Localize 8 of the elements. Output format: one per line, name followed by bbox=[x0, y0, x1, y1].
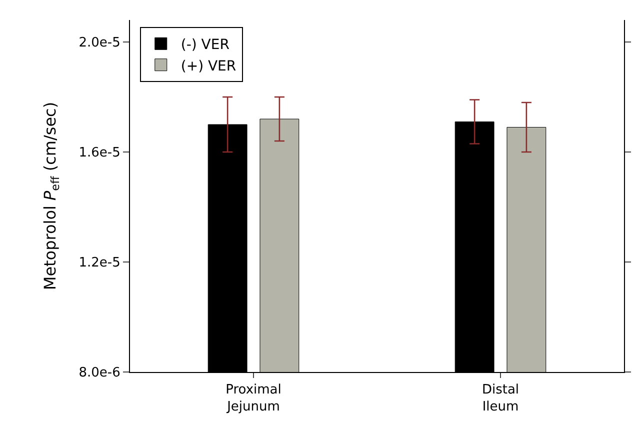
legend-label: (+) VER bbox=[180, 58, 236, 74]
y-tick-label: 2.0e-5 bbox=[78, 36, 120, 51]
x-tick-label: Distal Ileum bbox=[482, 382, 520, 414]
x-tick-label: Proximal Jejunum bbox=[226, 382, 282, 414]
legend-label: (-) VER bbox=[180, 37, 230, 54]
y-tick-label: 8.0e-6 bbox=[78, 366, 120, 381]
y-tick-label: 1.2e-5 bbox=[78, 256, 120, 271]
y-tick-label: 1.6e-5 bbox=[78, 146, 120, 161]
